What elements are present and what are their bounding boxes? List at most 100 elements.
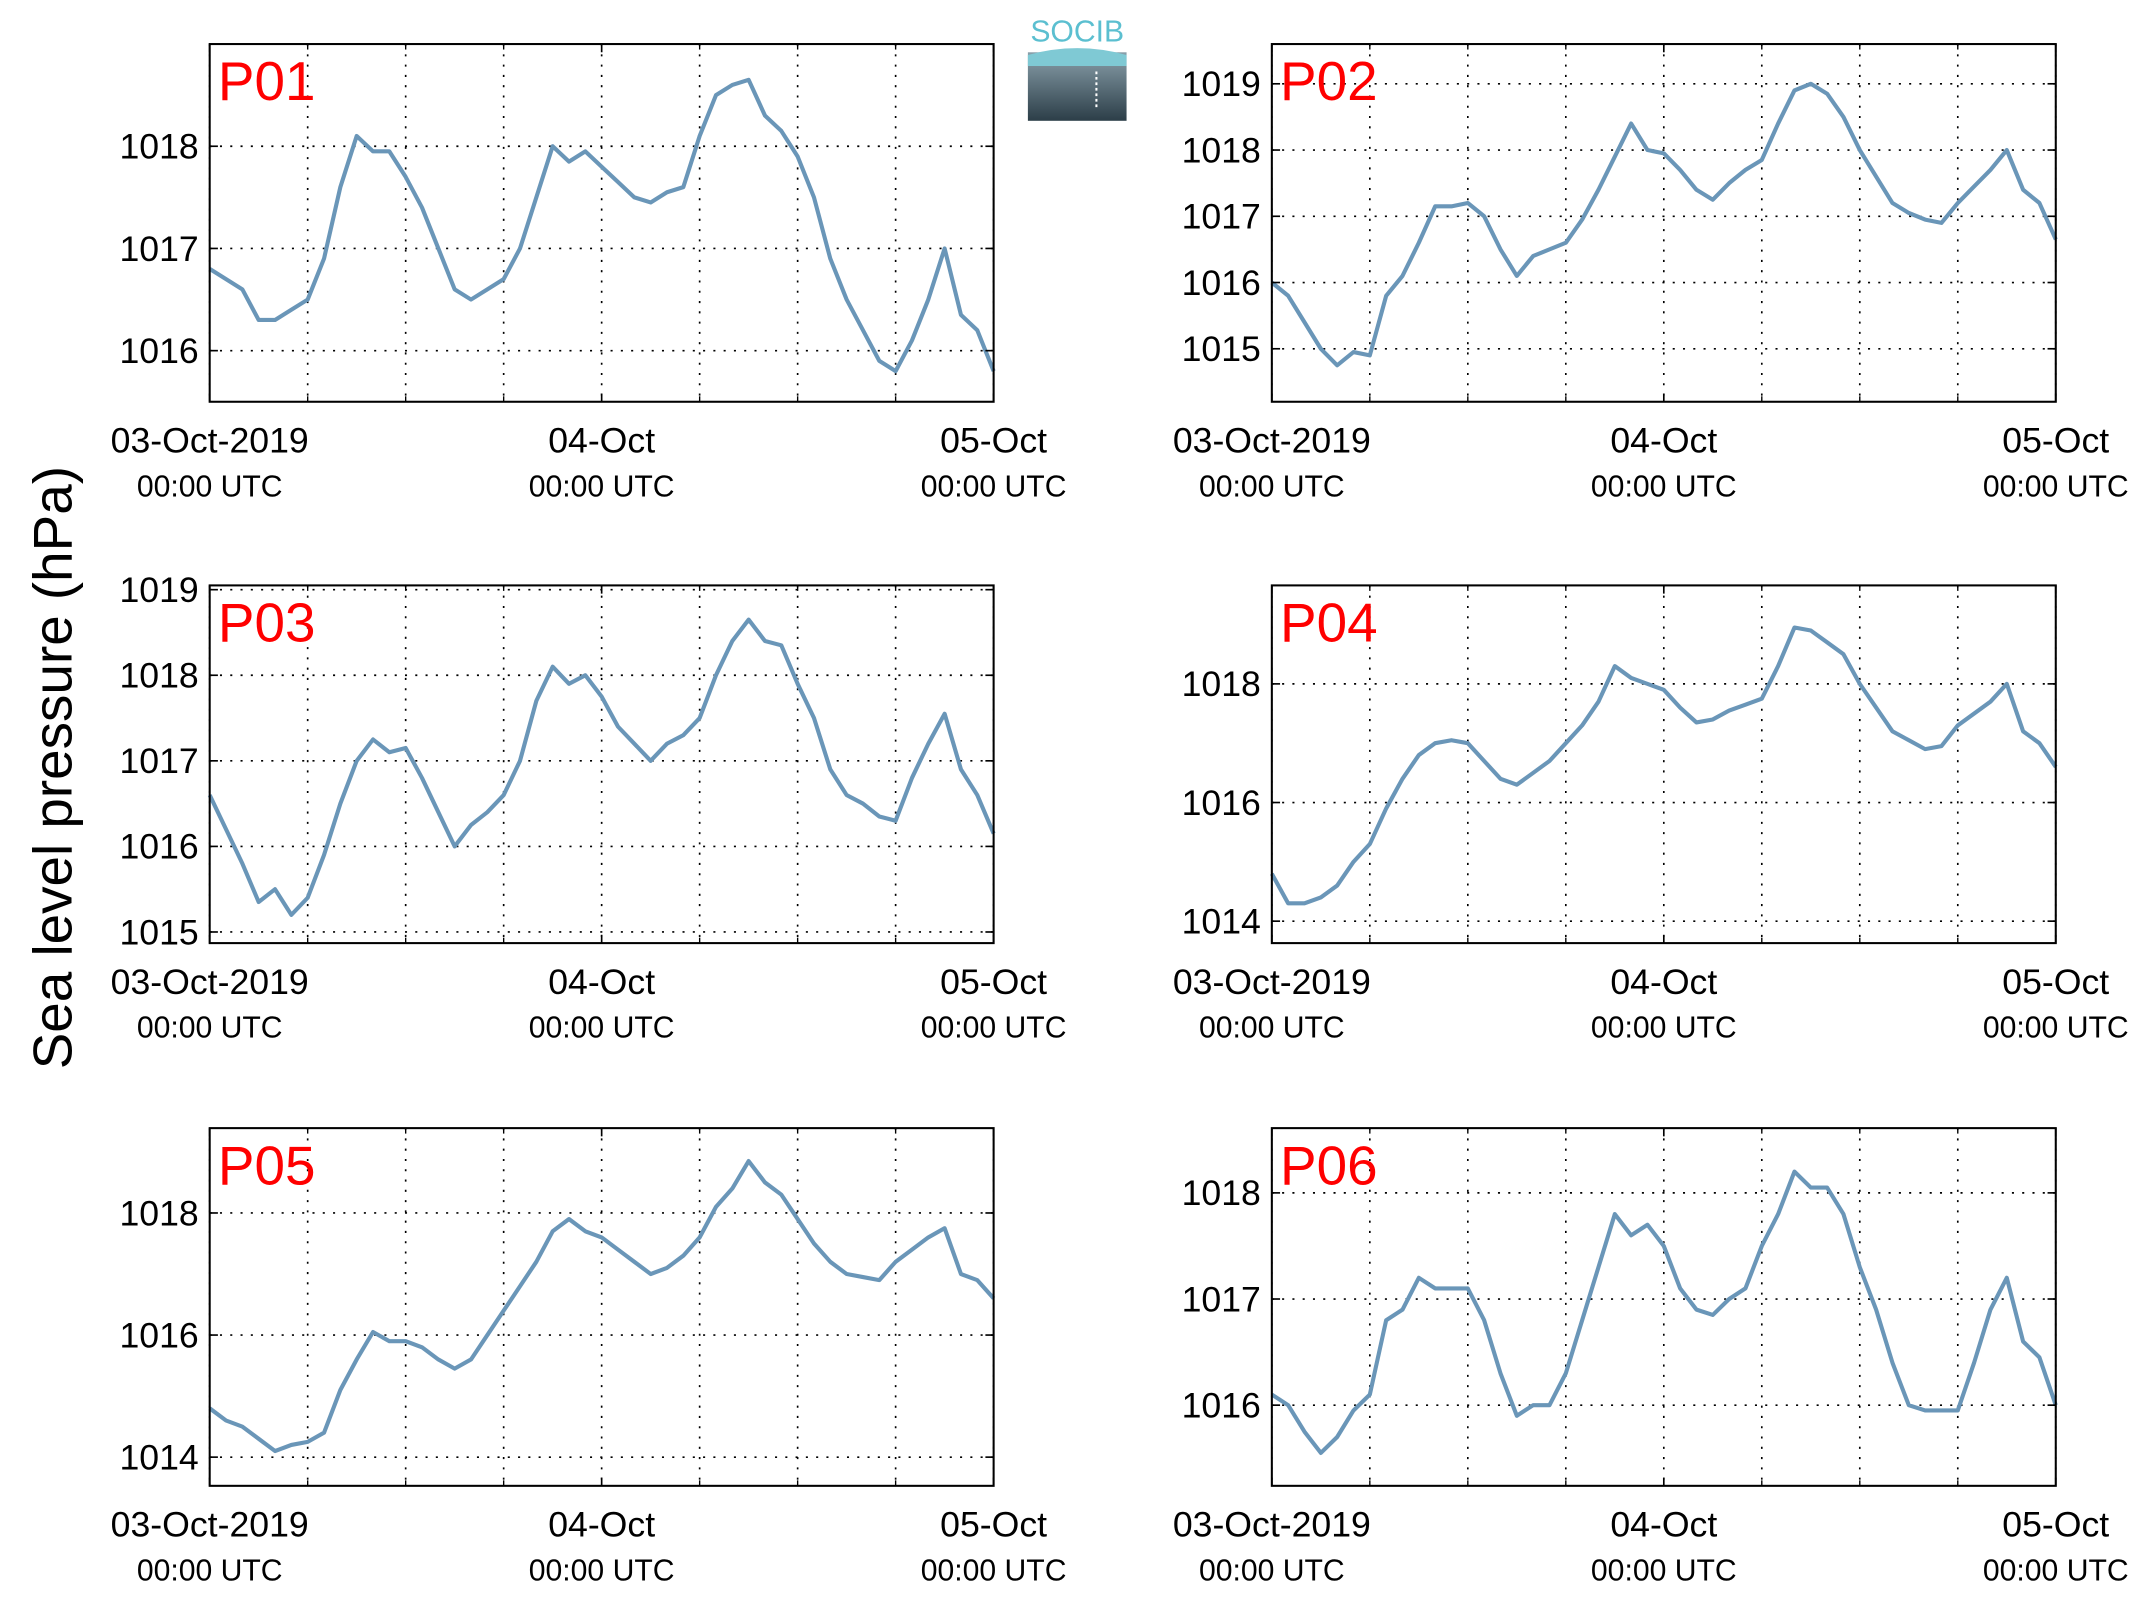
x-tick-date: 03-Oct-2019	[111, 1505, 309, 1545]
x-tick-label: 04-Oct 00:00 UTC	[1591, 1505, 1737, 1588]
x-tick-time: 00:00 UTC	[1983, 1012, 2129, 1045]
x-tick-time: 00:00 UTC	[1199, 1554, 1345, 1587]
data-line	[1270, 625, 2058, 906]
x-tick-label: 04-Oct 00:00 UTC	[529, 1505, 675, 1588]
panel: 1014 1016 1018 03-Oct-2019 00:00 UTC 04-Oct 00…	[1173, 584, 2129, 1045]
x-tick-time: 00:00 UTC	[921, 1554, 1067, 1587]
y-tick-label: 1016	[1182, 263, 1261, 303]
x-tick-time: 00:00 UTC	[1199, 1012, 1345, 1045]
panel: 1015 1016 1017 1018 1019 03-Oct-2019 00:00 UTC…	[111, 570, 1067, 1045]
panel-title: P06	[1280, 1134, 1378, 1196]
panel-title: P04	[1280, 592, 1378, 654]
data-line	[1270, 81, 2058, 368]
x-tick-date: 03-Oct-2019	[111, 962, 309, 1002]
y-tick-label: 1017	[1182, 1279, 1261, 1319]
data-line	[208, 77, 996, 374]
x-tick-date: 05-Oct	[2002, 420, 2109, 460]
y-tick-label: 1017	[119, 741, 198, 781]
y-tick-label: 1018	[119, 656, 198, 696]
data-line	[207, 617, 996, 917]
x-tick-time: 00:00 UTC	[921, 1012, 1067, 1045]
x-tick-time: 00:00 UTC	[137, 470, 283, 503]
panel: 1015 1016 1017 1018 1019 03-Oct-2019 00:00 UTC…	[1173, 43, 2129, 503]
y-tick-label: 1017	[1182, 197, 1261, 237]
x-tick-date: 04-Oct	[548, 420, 655, 460]
y-tick-label: 1017	[119, 229, 198, 269]
panel-title: P02	[1280, 50, 1378, 112]
y-tick-label: 1018	[1182, 130, 1261, 170]
x-tick-date: 03-Oct-2019	[1173, 962, 1371, 1002]
x-tick-time: 00:00 UTC	[529, 1554, 675, 1587]
x-tick-time: 00:00 UTC	[1983, 1554, 2129, 1587]
y-tick-label: 1018	[119, 1193, 198, 1233]
x-tick-label: 05-Oct 00:00 UTC	[1983, 1505, 2129, 1588]
x-tick-time: 00:00 UTC	[921, 470, 1067, 503]
x-tick-label: 04-Oct 00:00 UTC	[1591, 962, 1737, 1045]
x-tick-date: 04-Oct	[548, 962, 655, 1002]
y-tick-label: 1018	[1182, 1173, 1261, 1213]
y-tick-label: 1016	[1182, 783, 1261, 823]
logo-wave	[1027, 48, 1127, 66]
x-tick-time: 00:00 UTC	[1199, 470, 1345, 503]
x-tick-date: 03-Oct-2019	[1173, 1505, 1371, 1545]
x-tick-time: 00:00 UTC	[1591, 1554, 1737, 1587]
y-tick-label: 1016	[119, 827, 198, 867]
x-tick-date: 04-Oct	[1610, 420, 1717, 460]
y-tick-label: 1015	[1182, 329, 1261, 369]
x-tick-label: 05-Oct 00:00 UTC	[921, 962, 1067, 1045]
x-tick-time: 00:00 UTC	[529, 470, 675, 503]
panel: 1016 1017 1018 03-Oct-2019 00:00 UTC 04-Oct 00…	[1173, 1127, 2129, 1588]
y-tick-label: 1015	[119, 912, 198, 952]
y-tick-label: 1018	[1182, 664, 1261, 704]
y-tick-label: 1016	[1182, 1385, 1261, 1425]
logo-text: SOCIB	[1030, 15, 1124, 48]
x-tick-time: 00:00 UTC	[137, 1554, 283, 1587]
x-tick-time: 00:00 UTC	[137, 1012, 283, 1045]
y-tick-label: 1018	[119, 127, 198, 167]
panel-title: P05	[218, 1134, 316, 1196]
x-tick-label: 05-Oct 00:00 UTC	[921, 1505, 1067, 1588]
x-tick-date: 05-Oct	[940, 420, 1047, 460]
x-tick-date: 05-Oct	[2002, 962, 2109, 1002]
panel: 1016 1017 1018 03-Oct-2019 00:00 UTC 04-Oct 00…	[111, 43, 1067, 503]
x-tick-label: 04-Oct 00:00 UTC	[1591, 420, 1737, 503]
x-tick-label: 05-Oct 00:00 UTC	[1983, 420, 2129, 503]
x-tick-label: 05-Oct 00:00 UTC	[921, 420, 1067, 503]
panel: 1014 1016 1018 03-Oct-2019 00:00 UTC 04-Oct 00…	[111, 1127, 1067, 1588]
logo: SOCIB	[1027, 15, 1127, 121]
x-tick-date: 04-Oct	[1610, 1505, 1717, 1545]
x-tick-date: 03-Oct-2019	[111, 420, 309, 460]
x-tick-label: 04-Oct 00:00 UTC	[529, 962, 675, 1045]
x-tick-label: 03-Oct-2019 00:00 UTC	[111, 962, 309, 1045]
y-tick-label: 1019	[119, 570, 198, 610]
panel-title: P03	[218, 592, 316, 654]
x-tick-date: 05-Oct	[940, 1505, 1047, 1545]
y-axis-label: Sea level pressure (hPa)	[21, 466, 83, 1069]
x-tick-label: 03-Oct-2019 00:00 UTC	[111, 420, 309, 503]
x-tick-label: 03-Oct-2019 00:00 UTC	[111, 1505, 309, 1588]
x-tick-time: 00:00 UTC	[1983, 470, 2129, 503]
y-tick-label: 1014	[1182, 901, 1261, 941]
x-tick-date: 03-Oct-2019	[1173, 420, 1371, 460]
x-tick-time: 00:00 UTC	[529, 1012, 675, 1045]
y-tick-label: 1016	[119, 1315, 198, 1355]
x-tick-date: 04-Oct	[1610, 962, 1717, 1002]
x-tick-date: 05-Oct	[940, 962, 1047, 1002]
x-tick-label: 03-Oct-2019 00:00 UTC	[1173, 420, 1371, 503]
x-tick-label: 05-Oct 00:00 UTC	[1983, 962, 2129, 1045]
x-tick-time: 00:00 UTC	[1591, 470, 1737, 503]
x-tick-date: 05-Oct	[2002, 1505, 2109, 1545]
y-tick-label: 1019	[1182, 64, 1261, 104]
y-tick-label: 1014	[119, 1437, 198, 1477]
x-tick-time: 00:00 UTC	[1591, 1012, 1737, 1045]
y-tick-label: 1016	[119, 331, 198, 371]
x-tick-label: 04-Oct 00:00 UTC	[529, 420, 675, 503]
data-line	[1270, 1169, 2058, 1455]
x-tick-date: 04-Oct	[548, 1505, 655, 1545]
panel-title: P01	[218, 50, 316, 112]
data-line	[208, 1159, 996, 1454]
x-tick-label: 03-Oct-2019 00:00 UTC	[1173, 1505, 1371, 1588]
x-tick-label: 03-Oct-2019 00:00 UTC	[1173, 962, 1371, 1045]
